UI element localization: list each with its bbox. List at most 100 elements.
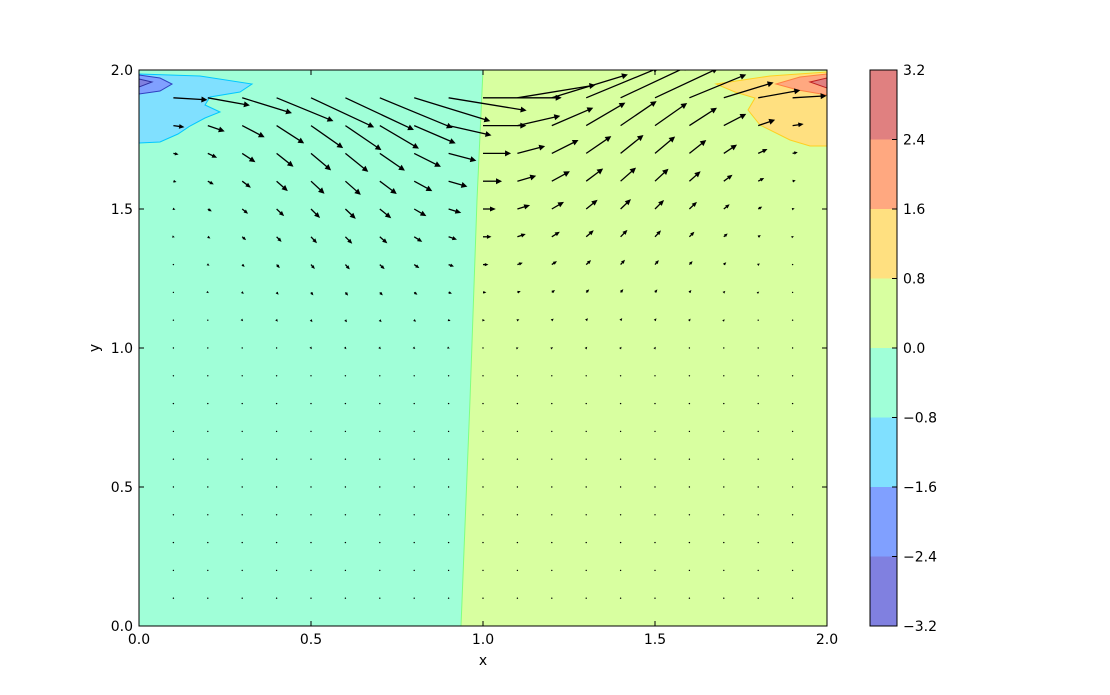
quiver-arrow bbox=[620, 199, 631, 210]
x-tick-label: 0.0 bbox=[128, 632, 150, 648]
quiver-arrow bbox=[413, 514, 415, 516]
quiver-arrow bbox=[723, 541, 725, 544]
quiver-arrow bbox=[654, 514, 656, 516]
quiver-arrow bbox=[551, 261, 557, 266]
quiver-arrow bbox=[723, 458, 725, 460]
quiver-arrow bbox=[723, 174, 733, 182]
quiver-arrow bbox=[550, 347, 553, 350]
quiver-arrow bbox=[206, 290, 209, 294]
quiver-arrow bbox=[619, 514, 622, 516]
quiver-arrow bbox=[310, 152, 332, 171]
quiver-arrow bbox=[551, 201, 565, 210]
quiver-arrow bbox=[620, 229, 628, 238]
quiver-arrow bbox=[654, 375, 656, 377]
quiver-arrow bbox=[551, 73, 628, 99]
quiver-arrow bbox=[207, 235, 211, 239]
plot-area bbox=[139, 70, 827, 626]
quiver-arrow bbox=[757, 569, 759, 572]
quiver-arrow bbox=[585, 230, 594, 238]
quiver-arrow bbox=[791, 347, 794, 349]
quiver-arrow bbox=[344, 180, 361, 195]
quiver-arrow bbox=[757, 347, 759, 349]
quiver-arrow bbox=[551, 107, 594, 127]
quiver-arrow bbox=[483, 150, 512, 157]
quiver-arrow bbox=[343, 346, 347, 350]
quiver-arrow bbox=[516, 486, 519, 488]
quiver-arrow bbox=[551, 486, 553, 488]
quiver-arrow bbox=[585, 318, 588, 322]
quiver-arrow bbox=[757, 235, 761, 238]
quiver-arrow bbox=[757, 177, 765, 182]
quiver-arrow bbox=[275, 486, 278, 488]
quiver-arrow bbox=[207, 319, 209, 321]
quiver-arrow bbox=[310, 208, 321, 219]
quiver-arrow bbox=[447, 430, 450, 433]
quiver-arrow bbox=[688, 569, 691, 572]
quiver-arrow bbox=[654, 230, 661, 238]
quiver-arrow bbox=[241, 236, 247, 241]
quiver-arrow bbox=[585, 486, 587, 488]
quiver-arrow bbox=[344, 541, 347, 544]
quiver-arrow bbox=[275, 291, 279, 295]
quiver-arrow bbox=[379, 402, 381, 405]
quiver-arrow bbox=[791, 597, 794, 599]
quiver-arrow bbox=[413, 236, 423, 242]
quiver-arrow bbox=[620, 167, 637, 182]
quiver-arrow bbox=[413, 319, 417, 322]
quiver-arrow bbox=[413, 597, 415, 599]
colorbar-band bbox=[870, 70, 897, 140]
quiver-arrow bbox=[654, 486, 656, 488]
quiver-arrow bbox=[483, 206, 496, 212]
quiver-arrow bbox=[792, 179, 796, 183]
quiver-arrow bbox=[619, 430, 622, 433]
quiver-arrows bbox=[172, 70, 827, 599]
quiver-arrow bbox=[757, 430, 759, 433]
quiver-arrow bbox=[654, 541, 656, 544]
quiver-arrow bbox=[448, 236, 457, 241]
zero-contour-line bbox=[460, 70, 484, 626]
quiver-arrow bbox=[723, 569, 725, 572]
quiver-arrow bbox=[551, 541, 553, 544]
quiver-arrow bbox=[516, 430, 519, 433]
quiver-arrow bbox=[722, 290, 726, 294]
quiver-arrow bbox=[654, 260, 659, 266]
quiver-arrow bbox=[585, 514, 587, 516]
quiver-arrow bbox=[344, 402, 347, 405]
colorbar-tick-label: −0.8 bbox=[903, 411, 937, 427]
quiver-arrow bbox=[757, 541, 759, 544]
quiver-arrow bbox=[379, 430, 381, 433]
quiver-arrow bbox=[619, 486, 622, 488]
y-tick-label: 1.5 bbox=[111, 202, 133, 218]
quiver-arrow bbox=[723, 144, 738, 154]
colorbar-band bbox=[870, 139, 897, 209]
quiver-arrow bbox=[447, 597, 450, 599]
quiver-arrow bbox=[241, 514, 243, 516]
quiver-arrow bbox=[517, 233, 526, 238]
quiver-arrow bbox=[344, 152, 369, 172]
quiver-arrow bbox=[310, 430, 312, 433]
quiver-arrow bbox=[241, 208, 249, 214]
quiver-arrow bbox=[413, 291, 418, 295]
quiver-arrow bbox=[207, 402, 209, 405]
quiver-arrow bbox=[688, 402, 691, 405]
quiver-arrow bbox=[379, 569, 381, 572]
quiver-arrow bbox=[448, 124, 492, 137]
quiver-arrow bbox=[241, 375, 243, 377]
quiver-arrow bbox=[723, 233, 728, 238]
quiver-arrow bbox=[207, 97, 250, 108]
quiver-arrow bbox=[619, 318, 623, 322]
quiver-arrow bbox=[344, 514, 347, 516]
quiver-arrow bbox=[791, 430, 794, 433]
quiver-arrow bbox=[448, 291, 452, 294]
quiver-arrow bbox=[241, 263, 245, 267]
quiver-arrow bbox=[241, 347, 243, 349]
quiver-arrow bbox=[620, 101, 657, 127]
quiver-arrow bbox=[551, 231, 560, 238]
quiver-arrow bbox=[723, 402, 725, 405]
quiver-arrow bbox=[516, 569, 519, 572]
quiver-arrow bbox=[447, 486, 450, 488]
quiver-arrow bbox=[757, 263, 760, 266]
quiver-arrow bbox=[207, 486, 209, 488]
quiver-arrow bbox=[585, 168, 604, 182]
quiver-arrow bbox=[757, 597, 759, 599]
